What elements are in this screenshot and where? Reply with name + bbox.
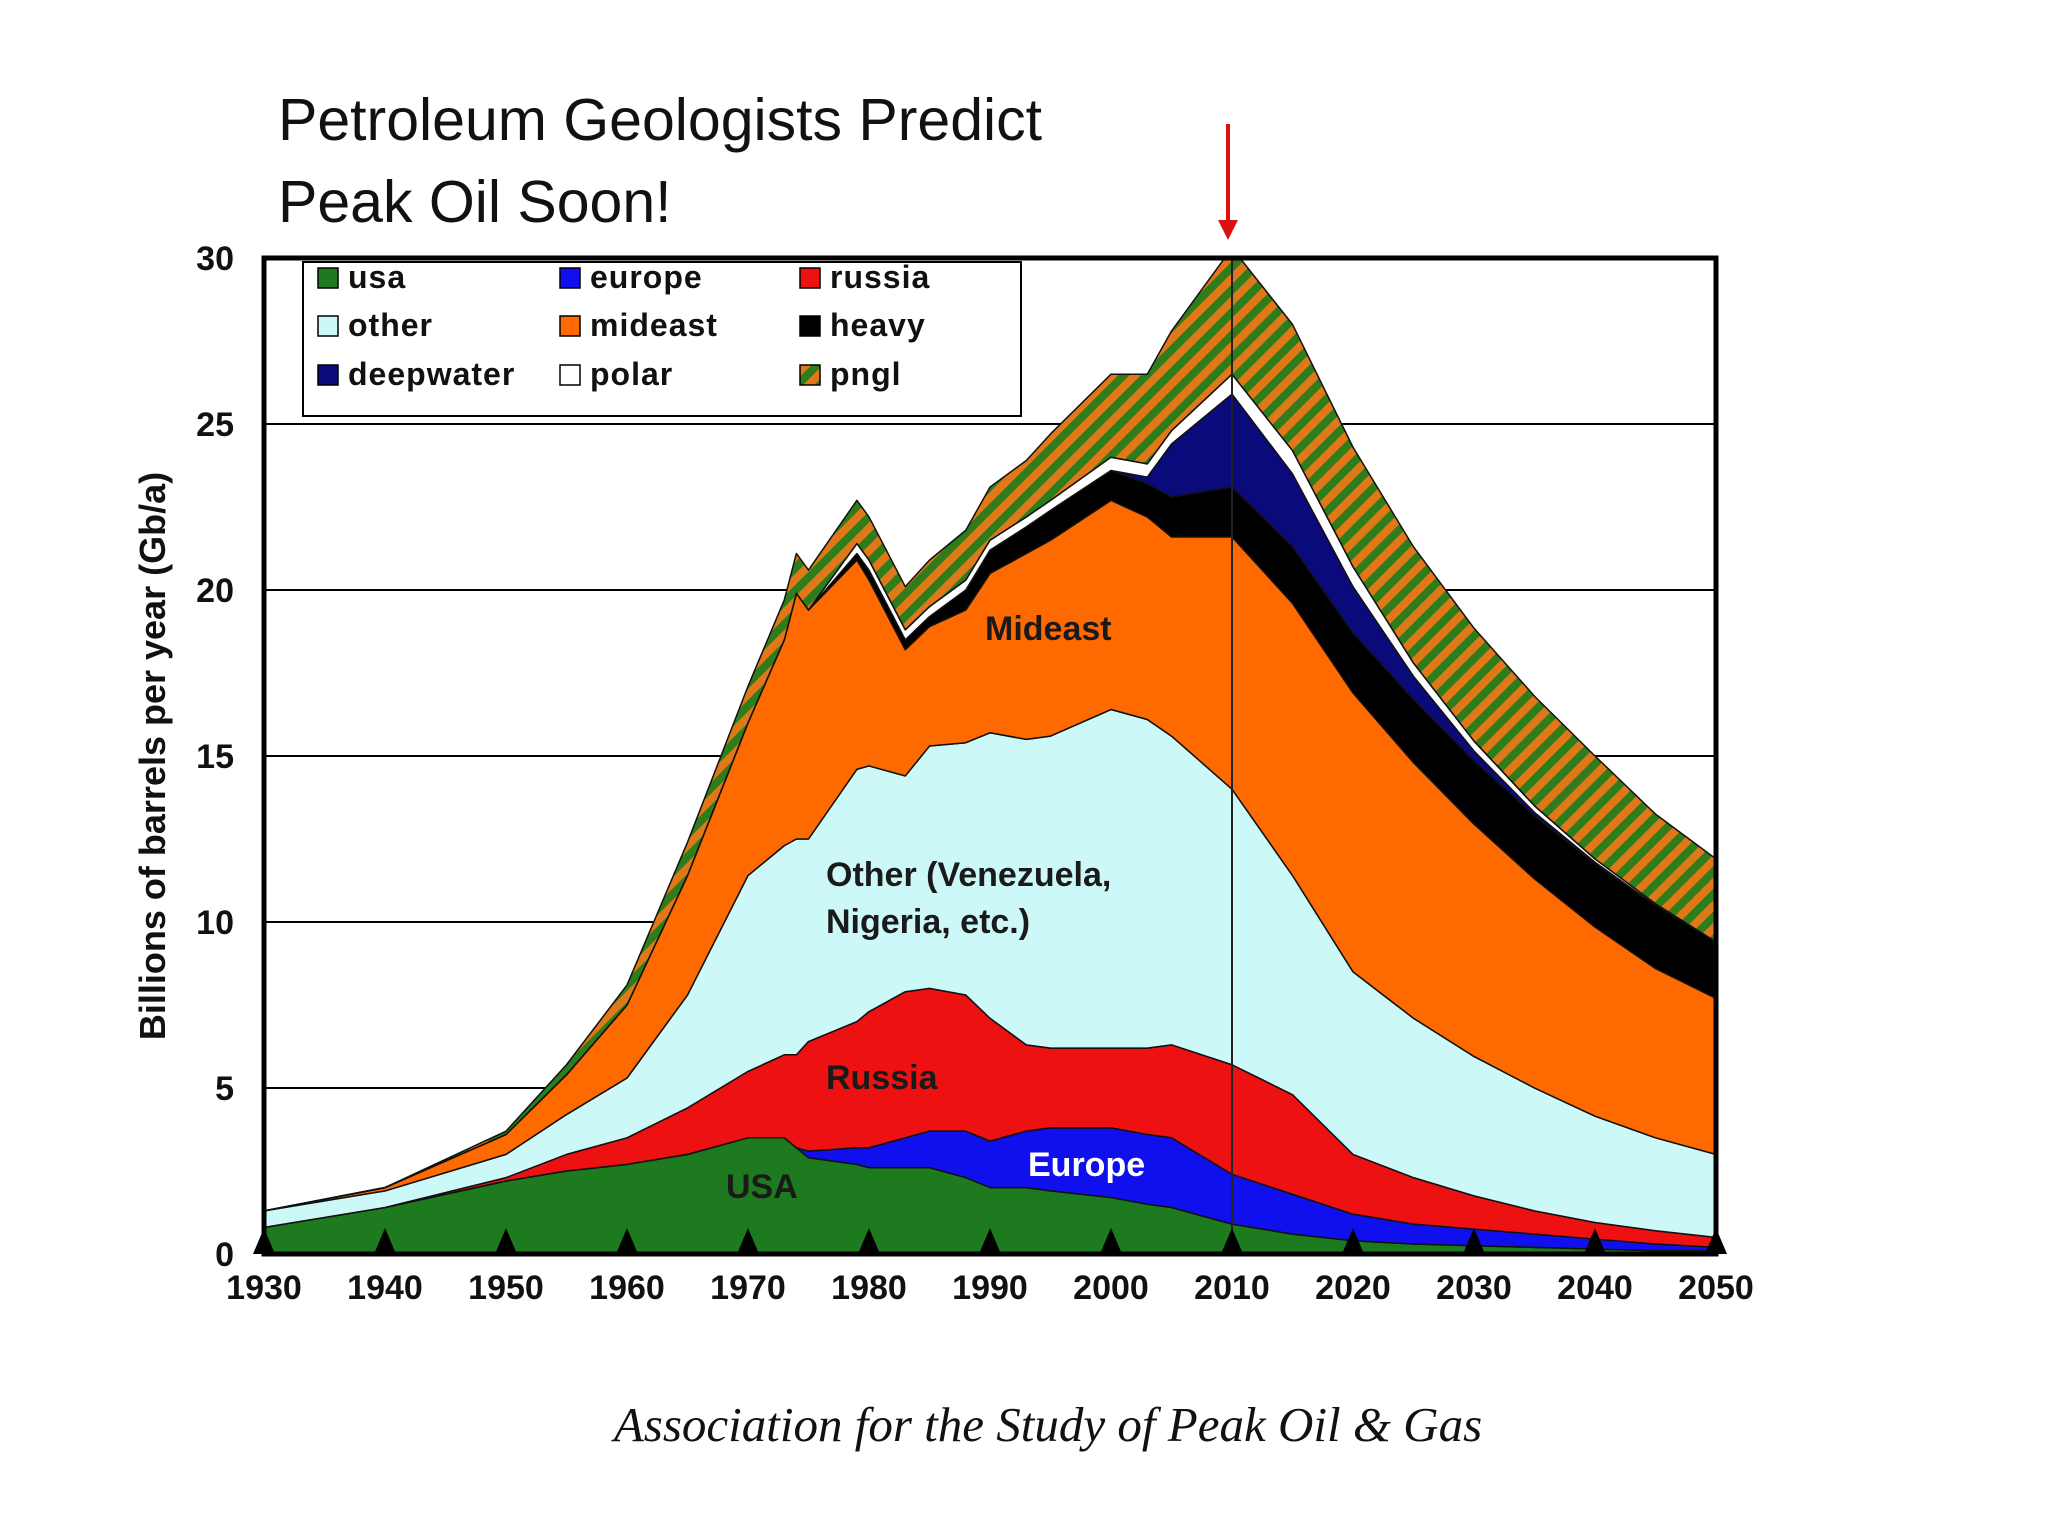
- x-tick-1970: 1970: [710, 1269, 786, 1307]
- year-marker-1990: [979, 1228, 1001, 1254]
- x-tick-1990: 1990: [952, 1269, 1028, 1307]
- annotation-europe: Europe: [1028, 1146, 1145, 1184]
- area-annotations: Mideast Other (Venezuela, Nigeria, etc.)…: [726, 610, 1145, 1206]
- chart-title-line-2: Peak Oil Soon!: [278, 169, 672, 235]
- legend-swatch-pngl: [799, 364, 821, 386]
- x-tick-2030: 2030: [1436, 1269, 1512, 1307]
- year-marker-2040: [1584, 1228, 1606, 1254]
- x-tick-1930: 1930: [226, 1269, 302, 1307]
- peak-arrow: [1218, 124, 1238, 240]
- legend-swatch-deepwater: [317, 364, 339, 386]
- y-tick-25: 25: [196, 406, 234, 444]
- legend-swatch-usa: [317, 267, 339, 289]
- year-marker-1980: [858, 1228, 880, 1254]
- y-tick-30: 30: [196, 240, 234, 278]
- annotation-other-line-2: Nigeria, etc.): [826, 903, 1030, 941]
- legend-label-polar: polar: [590, 356, 673, 392]
- annotation-usa: USA: [726, 1168, 798, 1206]
- x-tick-1940: 1940: [347, 1269, 423, 1307]
- y-tick-10: 10: [196, 904, 234, 942]
- x-tick-1950: 1950: [468, 1269, 544, 1307]
- year-marker-1950: [495, 1228, 517, 1254]
- x-tick-2020: 2020: [1315, 1269, 1391, 1307]
- annotation-other-line-1: Other (Venezuela,: [826, 856, 1111, 894]
- legend-label-deepwater: deepwater: [348, 356, 515, 392]
- legend-label-europe: europe: [590, 259, 703, 295]
- legend-swatch-polar: [559, 364, 581, 386]
- year-marker-1960: [616, 1228, 638, 1254]
- x-tick-2000: 2000: [1073, 1269, 1149, 1307]
- year-marker-2020: [1342, 1228, 1364, 1254]
- y-tick-0: 0: [215, 1236, 234, 1274]
- legend-swatch-heavy: [799, 315, 821, 337]
- legend-label-usa: usa: [348, 259, 406, 295]
- x-tick-2050: 2050: [1678, 1269, 1754, 1307]
- legend-swatch-europe: [559, 267, 581, 289]
- annotation-russia: Russia: [826, 1059, 939, 1097]
- y-tick-15: 15: [196, 738, 234, 776]
- year-marker-2010: [1221, 1228, 1243, 1254]
- y-tick-labels: 0 5 10 15 20 25 30: [196, 240, 234, 1274]
- legend-swatch-other: [317, 315, 339, 337]
- year-marker-1940: [374, 1228, 396, 1254]
- x-tick-labels: 1930 1940 1950 1960 1970 1980 1990 2000 2010 2020…: [226, 1269, 1754, 1307]
- y-tick-20: 20: [196, 572, 234, 610]
- x-tick-2040: 2040: [1557, 1269, 1633, 1307]
- y-tick-5: 5: [215, 1070, 234, 1108]
- plot-frame: [261, 255, 1719, 1257]
- x-tick-1960: 1960: [589, 1269, 665, 1307]
- legend: usa europe russia other mideast heavy deepwate…: [302, 259, 1022, 417]
- source-caption: Association for the Study of Peak Oil & …: [611, 1397, 1482, 1452]
- year-marker-1970: [737, 1228, 759, 1254]
- annotation-mideast: Mideast: [985, 610, 1112, 648]
- year-marker-2030: [1463, 1228, 1485, 1254]
- legend-swatch-russia: [799, 267, 821, 289]
- x-tick-1980: 1980: [831, 1269, 907, 1307]
- y-axis-label: Billions of barrels per year (Gb/a): [132, 472, 173, 1040]
- year-marker-2000: [1100, 1228, 1122, 1254]
- area-pngl: [264, 258, 1716, 1212]
- legend-label-heavy: heavy: [830, 307, 926, 343]
- chart-title-line-1: Petroleum Geologists Predict: [278, 87, 1042, 153]
- legend-label-pngl: pngl: [830, 356, 902, 392]
- legend-swatch-mideast: [559, 315, 581, 337]
- legend-label-mideast: mideast: [590, 307, 718, 343]
- x-tick-2010: 2010: [1194, 1269, 1270, 1307]
- stacked-areas: [264, 258, 1716, 1254]
- legend-label-russia: russia: [830, 259, 930, 295]
- legend-box: [302, 261, 1022, 417]
- legend-label-other: other: [348, 307, 433, 343]
